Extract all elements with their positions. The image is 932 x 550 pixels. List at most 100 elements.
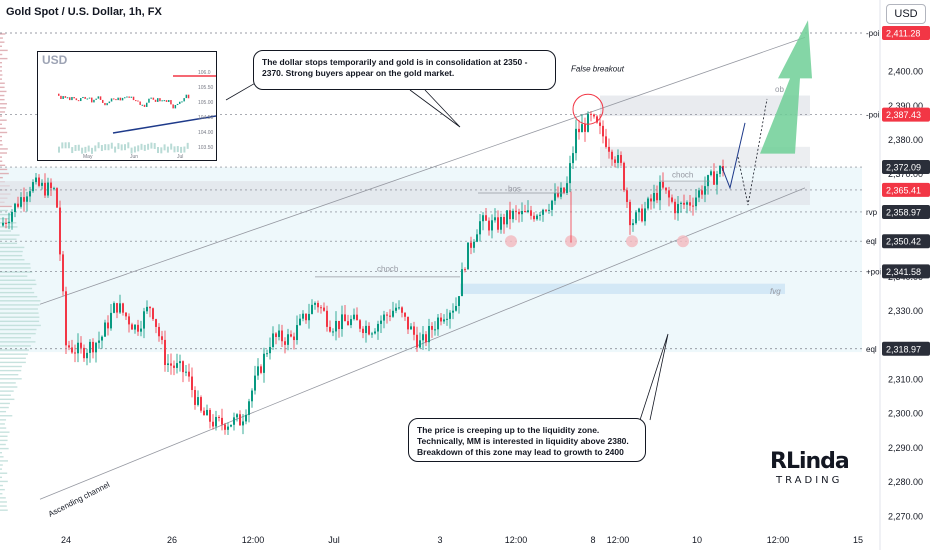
candle-body: [542, 210, 544, 215]
candle-body: [17, 204, 19, 207]
candle-body: [563, 188, 565, 193]
price-label: 2,358.97: [886, 207, 921, 217]
inset-candle: [113, 98, 115, 99]
inset-volume-bar: [170, 144, 172, 150]
candle-body: [335, 321, 337, 331]
candle-body: [527, 210, 529, 212]
candle-body: [275, 333, 277, 337]
profile-bar: [0, 444, 6, 445]
candle-body: [407, 317, 409, 330]
candle-body: [227, 427, 229, 430]
candle-body: [284, 341, 286, 345]
candle-body: [77, 343, 79, 354]
x-tick-label: 24: [61, 535, 71, 545]
candle-body: [575, 129, 577, 153]
profile-bar: [0, 62, 2, 63]
inset-candle: [170, 100, 172, 104]
inset-candle: [78, 100, 80, 101]
inset-candle: [128, 97, 130, 98]
candle-body: [470, 243, 472, 248]
candle-body: [137, 325, 139, 332]
candle-body: [443, 319, 445, 321]
candle-body: [188, 372, 190, 377]
price-label: 2,365.41: [886, 185, 921, 195]
candle-body: [668, 190, 670, 197]
candle-body: [200, 397, 202, 411]
candle-body: [455, 306, 457, 311]
inset-candle: [144, 105, 146, 107]
candle-body: [686, 202, 688, 204]
candle-body: [368, 326, 370, 335]
inset-candle: [80, 98, 82, 101]
candle-body: [626, 190, 628, 202]
profile-bar: [0, 452, 2, 453]
profile-bar: [0, 481, 8, 482]
candle-body: [515, 211, 517, 212]
price-label: 2,341.58: [886, 267, 921, 277]
inset-candle: [148, 99, 150, 103]
inset-candle: [124, 97, 126, 98]
candle-body: [464, 269, 466, 270]
candle-body: [461, 269, 463, 296]
inset-volume-bar: [108, 144, 110, 150]
candle-body: [233, 417, 235, 424]
candle-body: [509, 210, 511, 219]
profile-bar: [0, 46, 2, 47]
price-label: 2,411.28: [886, 28, 920, 38]
y-tick-label: 2,380.00: [888, 135, 923, 145]
profile-bar: [0, 493, 2, 494]
candle-body: [716, 174, 718, 185]
inset-volume-bar: [98, 142, 100, 148]
candle-body: [524, 211, 526, 212]
candle-body: [584, 124, 586, 132]
candle-body: [347, 321, 349, 325]
profile-bar: [0, 378, 22, 379]
profile-bar: [0, 99, 5, 100]
inset-candle: [84, 97, 86, 99]
candle-body: [494, 217, 496, 220]
candle-body: [209, 410, 211, 422]
candle-body: [452, 311, 454, 313]
profile-bar: [0, 464, 3, 465]
inset-volume-bar: [101, 145, 103, 151]
candle-body: [272, 333, 274, 347]
candle-body: [554, 193, 556, 201]
inset-candle: [153, 98, 155, 100]
candle-body: [338, 321, 340, 329]
candle-body: [59, 208, 61, 255]
inset-candle: [65, 96, 67, 98]
candle-body: [194, 390, 196, 405]
candle-body: [344, 314, 346, 321]
level-tag: +poi: [866, 267, 882, 276]
currency-button[interactable]: USD: [886, 4, 926, 24]
inset-candle: [139, 102, 141, 105]
profile-bar: [0, 403, 10, 404]
candle-body: [317, 303, 319, 307]
profile-bar: [0, 366, 22, 367]
candle-body: [92, 342, 94, 352]
inset-volume-bar: [164, 144, 166, 150]
candle-body: [182, 361, 184, 372]
profile-bar: [0, 296, 37, 297]
candle-body: [707, 175, 709, 186]
inset-candle: [122, 98, 124, 100]
profile-bar: [0, 415, 12, 416]
profile-bar: [0, 440, 8, 441]
candle-body: [719, 166, 721, 174]
candle-body: [107, 323, 109, 329]
profile-bar: [0, 37, 3, 38]
candle-body: [665, 188, 667, 191]
candle-body: [263, 354, 265, 373]
candle-body: [641, 209, 643, 222]
candle-body: [518, 212, 520, 214]
profile-bar: [0, 140, 2, 141]
inset-candle: [168, 100, 170, 102]
inset-candle: [89, 98, 91, 99]
candle-body: [380, 321, 382, 324]
inset-volume-bar: [147, 144, 149, 150]
candle-body: [548, 210, 550, 211]
candle-body: [581, 124, 583, 132]
candle-body: [110, 313, 112, 328]
inset-candle: [120, 98, 122, 101]
profile-bar: [0, 317, 39, 318]
